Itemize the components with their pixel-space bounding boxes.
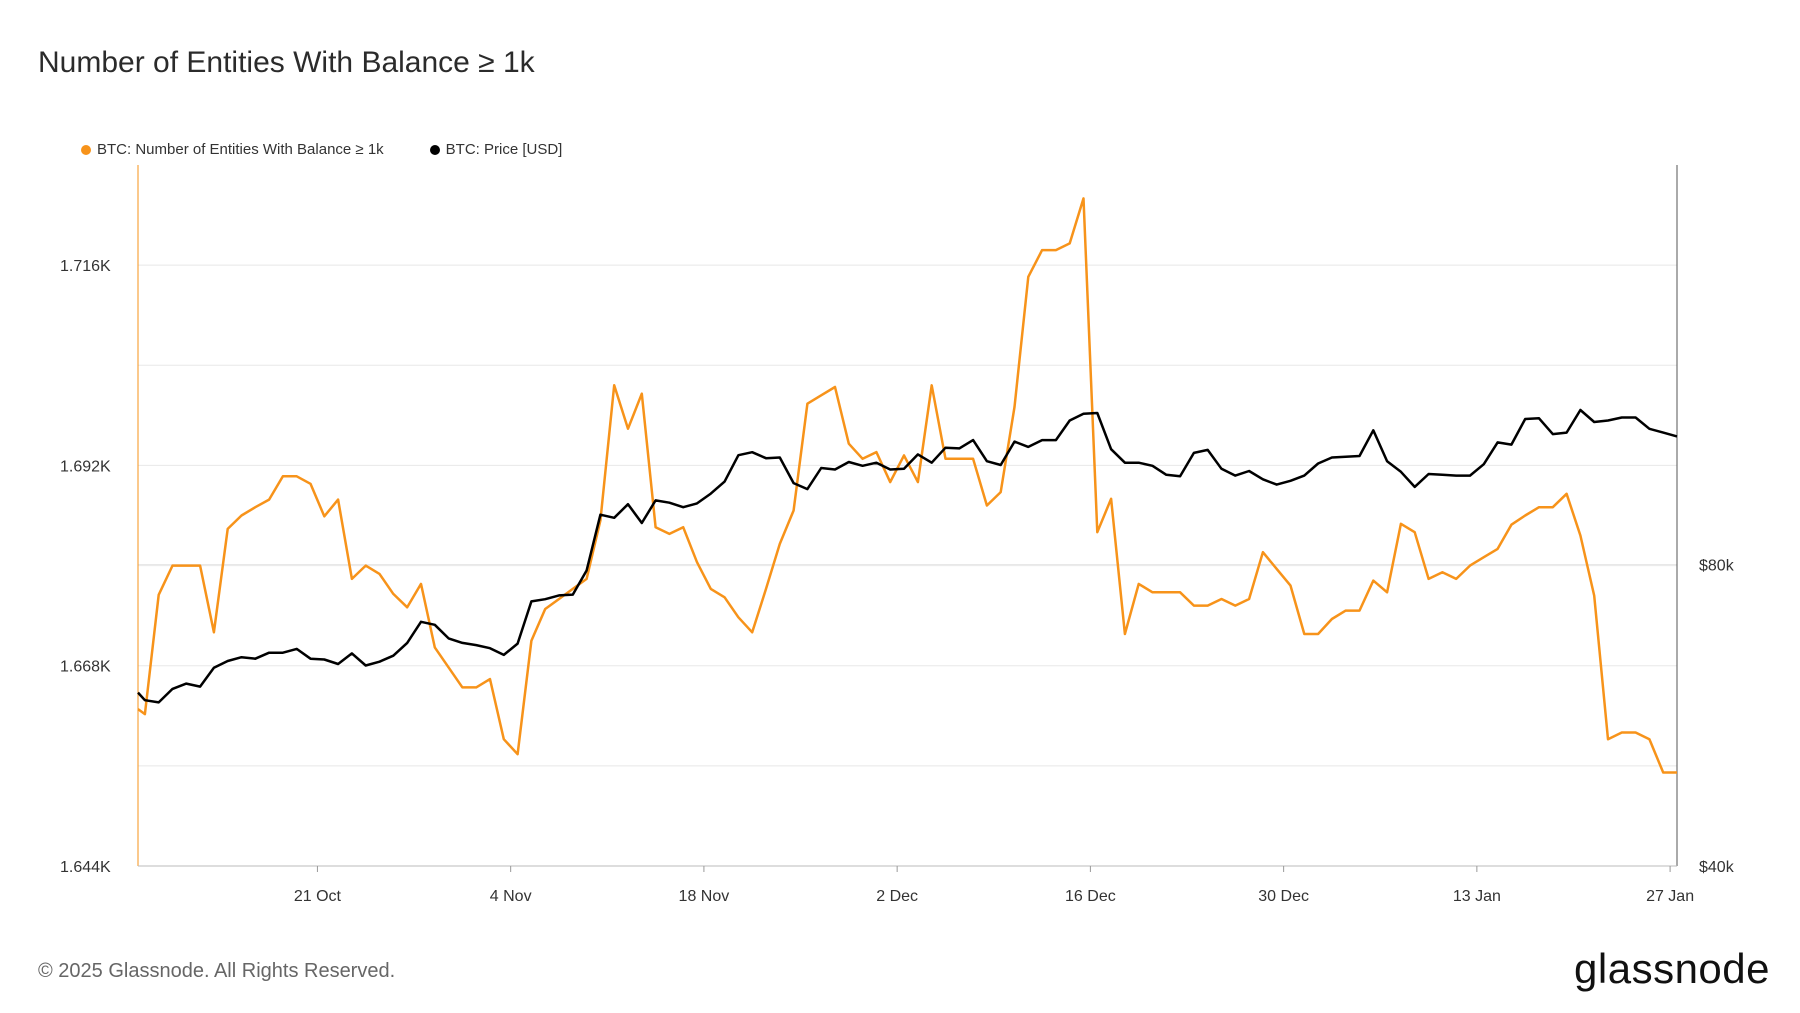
x-tick-label: 27 Jan xyxy=(1646,888,1694,905)
y-left-tick-label: 1.644K xyxy=(60,859,111,876)
x-tick-label: 21 Oct xyxy=(294,888,342,905)
y-right-tick-label: $80k xyxy=(1699,557,1735,574)
legend-item-price[interactable]: BTC: Price [USD] xyxy=(429,141,563,158)
x-tick-label: 18 Nov xyxy=(679,888,730,905)
legend-dot-black-icon xyxy=(429,144,440,155)
series-line-price xyxy=(137,408,1678,704)
glassnode-logo: glassnode xyxy=(1574,945,1770,992)
y-left-tick-label: 1.692K xyxy=(60,458,111,475)
y-left-tick-label: 1.716K xyxy=(60,258,111,275)
chart-title: Number of Entities With Balance ≥ 1k xyxy=(38,46,535,79)
x-tick-label: 2 Dec xyxy=(876,888,918,905)
copyright-footer: © 2025 Glassnode. All Rights Reserved. xyxy=(38,960,396,982)
y-left-tick-label: 1.668K xyxy=(60,659,111,676)
legend-label-price: BTC: Price [USD] xyxy=(445,141,563,158)
legend-dot-orange-icon xyxy=(81,144,91,155)
legend: BTC: Number of Entities With Balance ≥ 1… xyxy=(81,141,562,158)
x-tick-label: 16 Dec xyxy=(1065,888,1116,905)
x-tick-label: 13 Jan xyxy=(1453,888,1501,905)
legend-label-entities: BTC: Number of Entities With Balance ≥ 1… xyxy=(97,141,384,158)
series-line-entities xyxy=(137,197,1677,774)
y-right-tick-label: $40k xyxy=(1699,859,1735,876)
x-tick-label: 4 Nov xyxy=(490,888,532,905)
legend-item-entities[interactable]: BTC: Number of Entities With Balance ≥ 1… xyxy=(81,141,384,158)
x-tick-label: 30 Dec xyxy=(1258,888,1309,905)
